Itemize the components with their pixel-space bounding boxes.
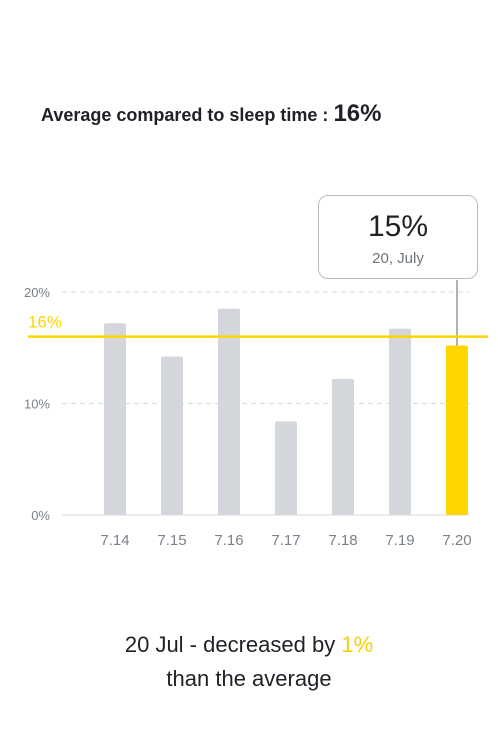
summary-line-2: than the average xyxy=(166,666,332,691)
x-tick-label: 7.18 xyxy=(328,532,357,549)
sleep-bar-chart: 0% 10% 20% 7.14 7.15 7.16 7.17 7.18 7.19 7.20 16% xyxy=(24,280,488,549)
x-tick-label: 7.15 xyxy=(157,532,186,549)
bar xyxy=(161,356,183,515)
tooltip-date: 20, July xyxy=(372,250,424,267)
x-tick-label: 7.14 xyxy=(100,532,129,549)
x-tick-label: 7.17 xyxy=(271,532,300,549)
headline: Average compared to sleep time : 16% xyxy=(41,100,381,128)
tooltip: 15% 20, July xyxy=(318,195,478,279)
bar xyxy=(389,328,411,515)
bar xyxy=(218,308,240,515)
tooltip-value: 15% xyxy=(367,210,429,243)
headline-text: Average compared to sleep time : xyxy=(41,105,334,125)
summary-highlight: 1% xyxy=(341,632,374,657)
summary-prefix: 20 Jul - decreased by xyxy=(124,632,342,657)
bar-highlight xyxy=(446,345,468,515)
bar xyxy=(104,323,126,515)
headline-value: 16% xyxy=(333,100,382,127)
bar xyxy=(275,421,297,515)
x-tick-label: 7.20 xyxy=(442,532,471,549)
bar xyxy=(332,378,354,515)
summary-line-1: 20 Jul - decreased by 1% xyxy=(0,628,498,662)
y-tick-label: 20% xyxy=(24,285,50,300)
average-label: 16% xyxy=(28,313,62,332)
y-tick-label: 0% xyxy=(31,508,50,523)
x-tick-label: 7.16 xyxy=(214,532,243,549)
summary: 20 Jul - decreased by 1% than the averag… xyxy=(0,628,498,696)
x-tick-label: 7.19 xyxy=(385,532,414,549)
y-tick-label: 10% xyxy=(24,397,50,412)
